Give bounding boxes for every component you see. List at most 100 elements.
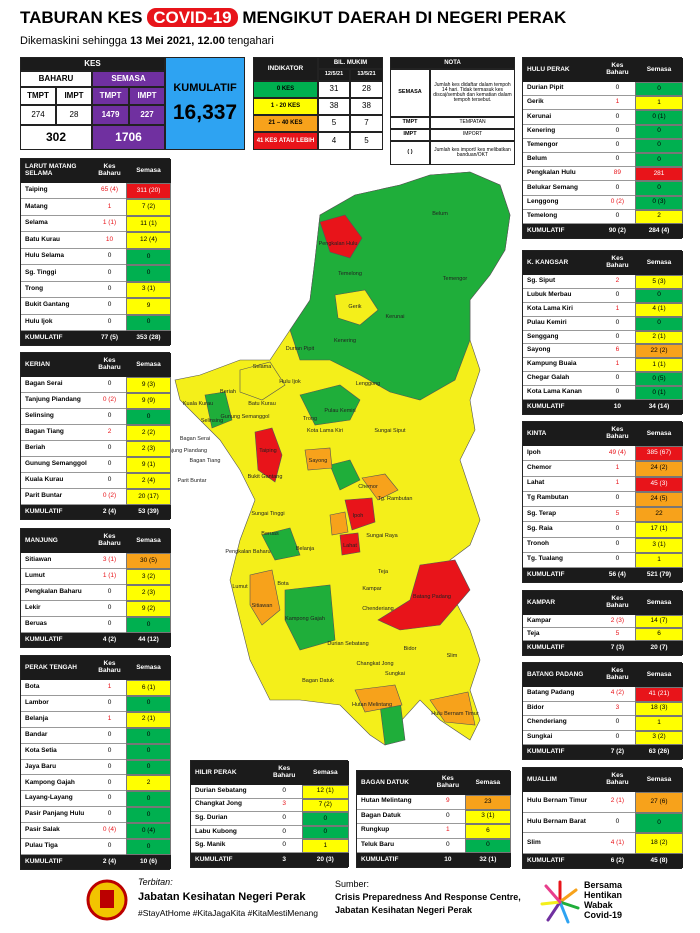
active-cases: 0 <box>126 695 171 712</box>
map-label: Ipoh <box>353 513 364 519</box>
active-cases: 22 (2) <box>635 344 683 359</box>
row-name: Bagan Serai <box>21 377 93 393</box>
source-label: Sumber: <box>335 879 370 889</box>
row-name: Hulu Bernam Barat <box>523 813 600 834</box>
total-active: 44 (12) <box>126 633 171 647</box>
new-cases: 1 <box>599 96 635 111</box>
active-cases: 24 (2) <box>635 461 683 477</box>
total: 302 <box>20 125 92 150</box>
new-cases: 0 <box>599 125 635 139</box>
map-label: Lumut <box>232 584 248 590</box>
map-label: Hulu Ijok <box>279 379 301 385</box>
new-cases: 0 <box>599 553 635 568</box>
campaign-line: Bersama <box>584 880 623 890</box>
col-header: Kes Baharu <box>599 591 635 615</box>
total-label: KUMULATIF <box>357 853 431 867</box>
kumulatif-value: 16,337 <box>172 101 238 125</box>
active-cases: 0 (1) <box>635 110 683 125</box>
new-cases: 0 <box>93 249 126 266</box>
col-header: Semasa <box>126 353 171 377</box>
district-name: BATANG PADANG <box>523 663 600 687</box>
row-name: Chemor <box>523 461 600 477</box>
nota-text: Jumlah kes didaftar dalam tempoh 14 hari… <box>430 69 515 117</box>
new-cases: 5 <box>599 507 635 523</box>
total-active: 521 (79) <box>635 568 683 582</box>
region-green <box>284 584 336 651</box>
active-cases: 0 <box>635 124 683 139</box>
new-cases: 1 <box>599 358 635 373</box>
row-name: Bandar <box>21 728 93 744</box>
row-name: Rungkup <box>357 824 431 839</box>
new-cases: 0 <box>93 617 126 633</box>
total-label: KUMULATIF <box>523 854 600 868</box>
active-cases: 6 (1) <box>126 680 171 696</box>
count: 1479 <box>92 105 129 125</box>
active-cases: 0 <box>301 812 349 826</box>
total-active: 10 (6) <box>126 855 171 869</box>
row-name: Lenggong <box>523 196 600 210</box>
new-cases: 0 <box>93 839 126 855</box>
new-cases: 0 <box>599 716 635 731</box>
kumulatif-box: KUMULATIF 16,337 <box>165 57 245 150</box>
row-name: Pulau Tiga <box>21 839 93 855</box>
row-name: Pasir Salak <box>21 823 93 840</box>
kumulatif-label: KUMULATIF <box>173 81 237 94</box>
row-name: Tg Rambutan <box>523 492 600 507</box>
total-new: 10 <box>599 400 635 414</box>
active-cases: 1 <box>301 839 349 853</box>
col-header: Kes Baharu <box>599 422 635 446</box>
row-name: Sg. Durian <box>191 812 267 826</box>
region-orange <box>429 691 476 726</box>
map-label: Belanja <box>296 546 315 552</box>
title-highlight: COVID-19 <box>147 8 238 27</box>
summary-semasa: SEMASA <box>92 71 165 87</box>
active-cases: 12 (1) <box>301 785 349 799</box>
indicator-count: 5 <box>350 132 383 150</box>
new-cases: 0 <box>93 457 126 473</box>
row-name: Belanja <box>21 712 93 728</box>
map-label: Pengkalan Baharu <box>225 549 270 555</box>
row-name: Selinsing <box>21 409 93 425</box>
active-cases: 3 (2) <box>635 730 683 745</box>
row-name: Hulu Bernam Timur <box>523 792 600 813</box>
region-red <box>339 532 361 556</box>
map-label: Sungai Siput <box>374 428 406 434</box>
new-cases: 1 (1) <box>93 216 126 233</box>
row-name: Kerunai <box>523 110 600 125</box>
new-cases: 0 <box>93 441 126 457</box>
active-cases: 1 <box>635 96 683 111</box>
new-cases: 0 <box>93 807 126 824</box>
total-new: 4 (2) <box>93 633 126 647</box>
row-name: Bidor <box>523 702 600 716</box>
district-table: MANJUNG Kes Baharu Semasa Sitiawan 3 (1) 30 (… <box>20 528 171 648</box>
col-header: Semasa <box>126 656 171 680</box>
row-name: Hulu Ijok <box>21 315 93 331</box>
total-new: 90 (2) <box>599 224 635 238</box>
col-header: Kes Baharu <box>93 353 126 377</box>
new-cases: 0 <box>599 210 635 224</box>
active-cases: 18 (2) <box>635 833 683 854</box>
row-name: Changkat Jong <box>191 799 267 813</box>
subtitle-prefix: Dikemaskini sehingga <box>20 35 127 47</box>
map-label: Kenering <box>334 338 356 344</box>
row-name: Kota Setia <box>21 744 93 760</box>
map-label: Bukit Gantang <box>248 474 283 480</box>
new-cases: 6 <box>599 344 635 359</box>
active-cases: 1 (1) <box>635 358 683 373</box>
active-cases: 0 <box>635 288 683 303</box>
row-name: Bukit Gantang <box>21 298 93 315</box>
map-label: Kuala Kurau <box>183 401 213 407</box>
row-name: Bagan Datuk <box>357 810 431 824</box>
active-cases: 2 (2) <box>126 425 171 441</box>
row-name: Kota Lama Kiri <box>523 303 600 317</box>
district-name: KAMPAR <box>523 591 600 615</box>
active-cases: 0 (4) <box>126 823 171 840</box>
active-cases: 2 (4) <box>126 473 171 489</box>
map-label: Belum <box>432 211 448 217</box>
col-header: Kes Baharu <box>599 768 635 792</box>
summary-baharu: BAHARU <box>20 71 92 87</box>
region-green <box>329 459 361 491</box>
col-header: Semasa <box>464 771 511 795</box>
new-cases: 0 (2) <box>93 489 126 505</box>
active-cases: 0 <box>464 838 511 853</box>
